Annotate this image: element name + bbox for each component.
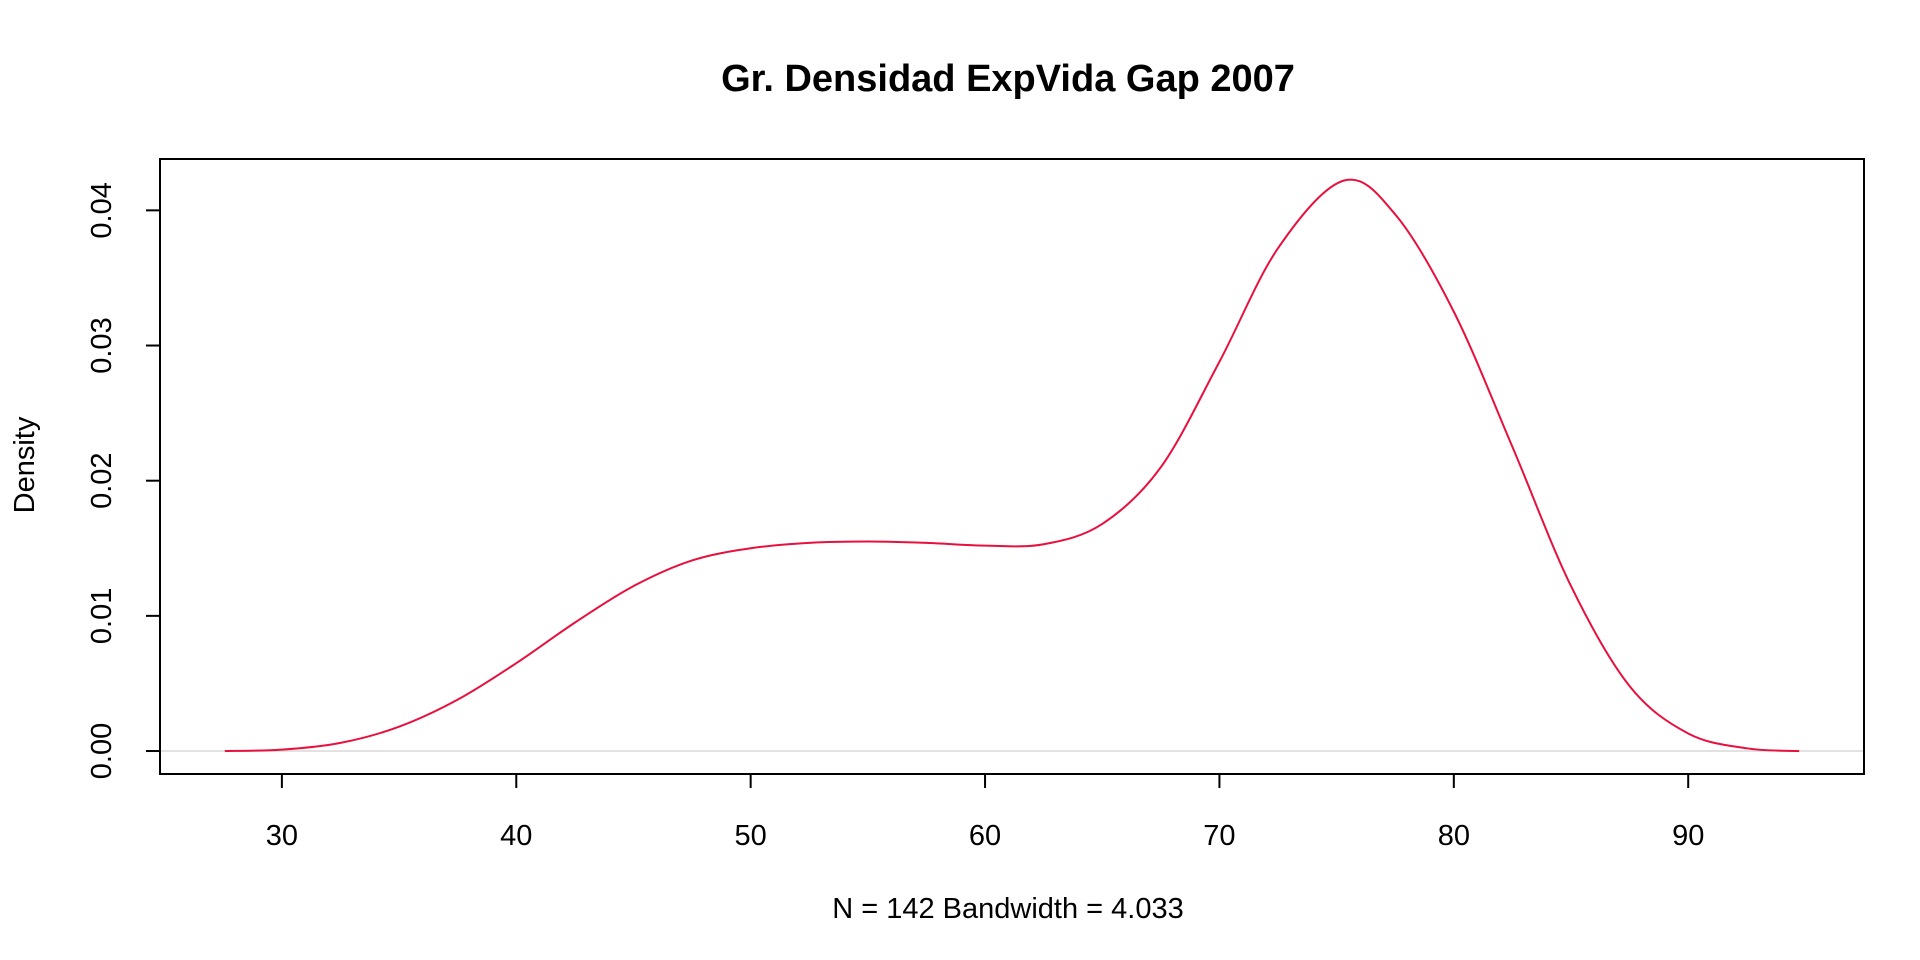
- x-tick-label: 50: [735, 820, 767, 852]
- y-tick-label: 0.00: [86, 723, 118, 779]
- x-axis-label: N = 142 Bandwidth = 4.033: [832, 893, 1183, 925]
- y-tick-label: 0.03: [86, 317, 118, 373]
- x-tick-label: 30: [266, 820, 298, 852]
- plot-frame: [159, 158, 1865, 775]
- y-axis-label: Density: [9, 416, 41, 513]
- y-tick-label: 0.04: [86, 182, 118, 238]
- plot-area: 30 40 50 60 70 80 90 0.00 0.01 0.02 0.03 0.04: [86, 158, 1865, 852]
- chart-title: Gr. Densidad ExpVida Gap 2007: [721, 58, 1295, 100]
- x-tick-label: 80: [1438, 820, 1470, 852]
- density-curve: [224, 178, 1800, 753]
- x-tick-label: 40: [500, 820, 532, 852]
- y-tick-label: 0.02: [86, 452, 118, 508]
- y-tick-label: 0.01: [86, 588, 118, 644]
- x-tick-label: 90: [1672, 820, 1704, 852]
- x-tick-label: 70: [1203, 820, 1235, 852]
- x-tick-label: 60: [969, 820, 1001, 852]
